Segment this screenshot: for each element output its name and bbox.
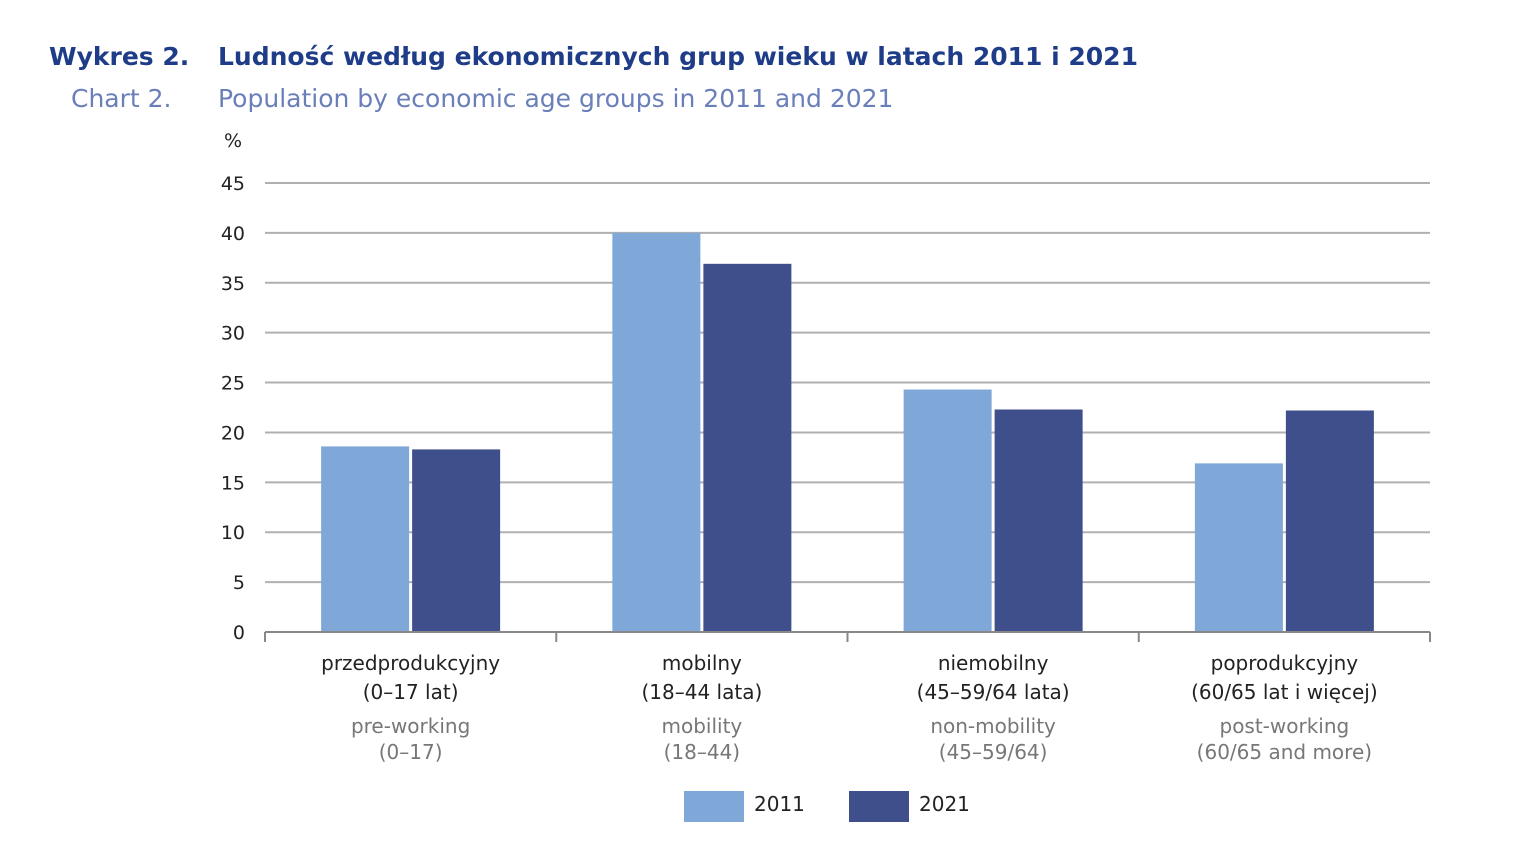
bar-2021 bbox=[994, 409, 1083, 632]
y-tick-label: 30 bbox=[221, 323, 245, 345]
category-label-en: pre-working bbox=[351, 714, 470, 738]
chart-label-en: Chart 2. bbox=[71, 84, 172, 113]
y-tick-label: 0 bbox=[233, 622, 245, 644]
y-tick-label: 40 bbox=[221, 223, 245, 245]
legend-label-2011: 2011 bbox=[754, 792, 805, 816]
chart-title-en: Population by economic age groups in 201… bbox=[218, 84, 894, 113]
category-label-en: (45–59/64) bbox=[939, 740, 1048, 764]
category-label-pl: (45–59/64 lata) bbox=[917, 680, 1070, 704]
category-label-pl: (60/65 lat i więcej) bbox=[1191, 680, 1378, 704]
legend-label-2021: 2021 bbox=[919, 792, 970, 816]
y-tick-label: 10 bbox=[221, 522, 245, 544]
chart-label-pl: Wykres 2. bbox=[49, 42, 190, 71]
y-tick-label: 15 bbox=[221, 472, 245, 494]
legend-swatch-2011 bbox=[684, 791, 744, 822]
bar-2021 bbox=[1285, 410, 1374, 632]
y-tick-label: 5 bbox=[233, 572, 245, 594]
category-label-pl: (18–44 lata) bbox=[641, 680, 762, 704]
category-label-pl: (0–17 lat) bbox=[363, 680, 459, 704]
y-tick-label: 25 bbox=[221, 373, 245, 395]
bar-2011 bbox=[1194, 463, 1283, 632]
bar-2011 bbox=[903, 389, 992, 632]
category-label-en: (18–44) bbox=[664, 740, 741, 764]
bar-2021 bbox=[412, 449, 501, 632]
category-label-en: mobility bbox=[661, 714, 742, 738]
y-tick-label: 35 bbox=[221, 273, 245, 295]
y-axis-unit-label: % bbox=[224, 130, 242, 152]
y-tick-label: 20 bbox=[221, 422, 245, 444]
category-label-en: non-mobility bbox=[930, 714, 1056, 738]
bar-2011 bbox=[612, 232, 701, 632]
category-label-en: post-working bbox=[1220, 714, 1350, 738]
category-label-en: (60/65 and more) bbox=[1197, 740, 1372, 764]
y-tick-label: 45 bbox=[221, 173, 245, 195]
category-label-pl: niemobilny bbox=[938, 651, 1049, 675]
category-label-en: (0–17) bbox=[379, 740, 443, 764]
legend-swatch-2021 bbox=[849, 791, 909, 822]
chart-title-pl: Ludność według ekonomicznych grup wieku … bbox=[218, 42, 1138, 71]
bar-2021 bbox=[703, 263, 792, 632]
category-label-pl: mobilny bbox=[662, 651, 742, 675]
category-label-pl: poprodukcyjny bbox=[1211, 651, 1359, 675]
category-label-pl: przedprodukcyjny bbox=[321, 651, 500, 675]
bar-2011 bbox=[321, 446, 410, 632]
